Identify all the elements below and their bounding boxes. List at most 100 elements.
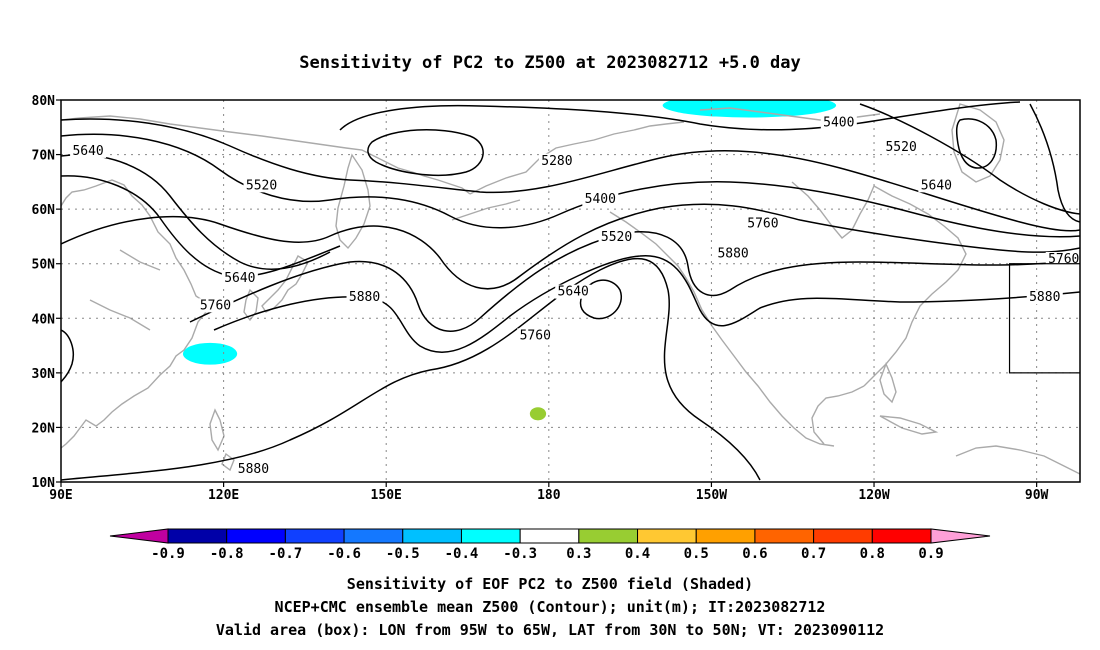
lat-tick-label: 10N <box>32 476 56 491</box>
contour-label-bg <box>538 153 575 168</box>
coastline-greenland <box>951 103 1005 183</box>
latitude-axis: 80N 70N 60N 50N 40N 30N 20N 10N <box>32 94 61 491</box>
colorbar-box <box>402 528 462 544</box>
contour-label: 5400 <box>585 192 616 207</box>
contour-label-bg <box>243 178 280 193</box>
lon-tick-label: 90W <box>1025 488 1049 503</box>
colorbar-label: -0.5 <box>386 546 420 562</box>
lon-tick-label: 120E <box>208 488 239 503</box>
contour-label-bg <box>918 178 955 193</box>
contour-labels: 5640 5520 5640 5760 5880 5760 5640 5280 5400 5520… <box>70 115 1080 477</box>
coastline-south-america <box>955 445 1080 475</box>
coastline-north-america-west <box>609 211 835 447</box>
contour-label-bg <box>1045 251 1080 266</box>
contour-5640-main <box>61 203 1080 290</box>
contour-label-bg <box>197 298 234 313</box>
sensitivity-region <box>529 407 547 421</box>
contour-5880-hawaii-high <box>579 279 623 320</box>
coastline-aleutians <box>451 199 521 221</box>
colorbar-box <box>284 528 345 544</box>
lat-tick-label: 20N <box>32 421 56 436</box>
coastline-kamchatka <box>335 153 371 250</box>
contour-label: 5880 <box>717 247 748 262</box>
lat-tick-label: 40N <box>32 312 56 327</box>
lon-tick-label: 180 <box>537 488 561 503</box>
colorbar-box <box>519 528 580 544</box>
contour-5280-low <box>367 129 484 177</box>
colorbar-min-arrow <box>109 528 169 544</box>
contour-label: 5880 <box>1029 290 1060 305</box>
contour-5880-main <box>213 255 1080 353</box>
contour-5160-greenland <box>955 118 998 169</box>
sensitivity-region <box>182 342 238 365</box>
contour-label: 5760 <box>200 298 231 313</box>
contour-label: 5640 <box>72 144 103 159</box>
contour-label-bg <box>221 271 258 286</box>
coastline-korea <box>243 288 259 322</box>
contour-label-bg <box>517 328 554 343</box>
contour-label: 5760 <box>520 328 551 343</box>
contour-label: 5760 <box>747 217 778 232</box>
colorbar-box <box>578 528 639 544</box>
lat-tick-label: 70N <box>32 149 56 164</box>
contour-label-bg <box>235 462 272 477</box>
contour-5400-north <box>339 101 1021 131</box>
sensitivity-region <box>1083 324 1100 362</box>
contour-label-bg <box>582 191 619 206</box>
colorbar-max-arrow <box>930 528 991 544</box>
lat-tick-label: 60N <box>32 203 56 218</box>
sensitivity-region <box>662 100 837 118</box>
lat-tick-label: 80N <box>32 94 56 109</box>
caption-valid-area: Valid area (box): LON from 95W to 65W, L… <box>216 621 884 639</box>
lon-tick-label: 90E <box>49 488 72 503</box>
colorbar-label: -0.7 <box>269 546 303 562</box>
contour-label: 5640 <box>558 285 589 300</box>
caption-ensemble-mean: NCEP+CMC ensemble mean Z500 (Contour); u… <box>275 598 826 616</box>
colorbar-label: 0.4 <box>625 546 650 562</box>
contour-label-bg <box>715 246 752 261</box>
figure-title: Sensitivity of PC2 to Z500 at 2023082712… <box>299 53 801 73</box>
colorbar-box <box>460 528 521 544</box>
contour-label-bg <box>555 284 592 299</box>
contour-low-pacific-west <box>61 329 74 383</box>
lon-tick-label: 120W <box>858 488 889 503</box>
contour-label: 5760 <box>1048 252 1079 267</box>
contour-label: 5520 <box>246 178 277 193</box>
coastline-gulf-of-mexico <box>811 385 865 445</box>
lat-tick-label: 30N <box>32 367 56 382</box>
colorbar-label: 0.5 <box>684 546 709 562</box>
contour-label-bg <box>744 216 781 231</box>
contour-label: 5400 <box>823 116 854 131</box>
contour-label: 5640 <box>921 178 952 193</box>
graticule <box>61 100 1080 482</box>
contour-5280-east <box>859 103 1080 215</box>
colorbar-box <box>637 528 697 544</box>
coastline-alaska <box>469 121 685 195</box>
colorbar-box <box>754 528 815 544</box>
colorbar-label: 0.7 <box>801 546 826 562</box>
contour-label: 5520 <box>601 230 632 245</box>
valid-area-box <box>1008 263 1080 374</box>
contour-label: 5280 <box>541 154 572 169</box>
colorbar-label: 0.8 <box>860 546 885 562</box>
lon-tick-label: 150W <box>696 488 727 503</box>
longitude-axis: 90E120E150E180150W120W90W60W <box>49 482 1049 503</box>
colorbar-box <box>343 528 404 544</box>
map-plot-area: 5640 5520 5640 5760 5880 5760 5640 5280 5400 5520… <box>61 100 1100 482</box>
colorbar-box <box>226 528 286 544</box>
colorbar-label: -0.9 <box>151 546 185 562</box>
colorbar-label: -0.4 <box>445 546 479 562</box>
z500-contours <box>61 101 1080 481</box>
contour-label-bg <box>598 230 635 245</box>
contour-label-bg <box>70 143 107 158</box>
colorbar-label: 0.9 <box>918 546 943 562</box>
coastline-north-america-east <box>863 185 967 387</box>
colorbar-box <box>695 528 756 544</box>
contour-label-bg <box>1026 290 1063 305</box>
contour-5400-main <box>61 118 1080 232</box>
contour-label: 5640 <box>224 271 255 286</box>
contour-label: 5880 <box>349 290 380 305</box>
contour-5520-west <box>61 154 331 270</box>
contour-label-bg <box>820 115 857 130</box>
coastline-china-rivers <box>89 249 161 331</box>
